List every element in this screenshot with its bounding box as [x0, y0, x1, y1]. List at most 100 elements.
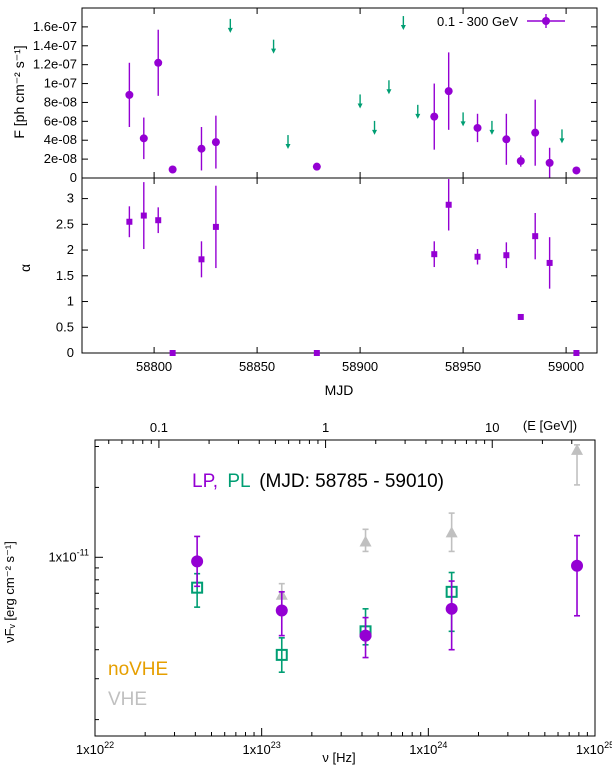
index-point [313, 350, 320, 356]
index-point [517, 313, 524, 320]
flux-point [502, 135, 511, 144]
index-point [198, 256, 205, 263]
sed-top-axis-label: (E [GeV]) [523, 418, 577, 433]
index-x-axis-label: MJD [325, 382, 354, 398]
index-x-tick-label: 58800 [136, 359, 172, 374]
index-y-axis-label: α [17, 264, 33, 272]
index-panel: 00.511.522.53 58800 58850 58900 58950 59000 … [17, 177, 598, 398]
flux-upper-limit-arrow [415, 113, 421, 119]
flux-y-tick-label: 2e-08 [44, 151, 77, 166]
index-point [431, 251, 438, 258]
index-x-tick-label: 58950 [445, 359, 481, 374]
sed-title-pl: PL [227, 471, 250, 492]
sed-x-ticks: 1x1022 1x1023 1x1024 1x1025 [76, 728, 612, 757]
flux-panel: 0 2e-08 4e-08 6e-08 8e-08 1e-07 1.2e-07 1.4e-07… [11, 7, 598, 185]
flux-upper-limit-arrow [285, 144, 291, 150]
index-y-tick-label: 1 [67, 294, 74, 309]
svg-text:LP, PL (MJD: 5: LP, PL (MJD: 58785 - 59010) [192, 471, 444, 492]
flux-y-tick-label: 0 [70, 170, 77, 185]
flux-plot-frame [81, 7, 598, 179]
index-x-tick-label: 58850 [239, 359, 275, 374]
sed-point-lp [275, 604, 288, 617]
flux-point [197, 144, 206, 153]
sed-point-lp [571, 559, 584, 572]
sed-point-lp [445, 602, 458, 615]
sed-y-label-text: νFᵥ [erg cm⁻² s⁻¹] [2, 541, 17, 643]
sed-title-mjd: (MJD: 58785 - 59010) [259, 471, 444, 492]
flux-point [211, 138, 220, 147]
flux-point [430, 112, 439, 121]
index-point [140, 212, 147, 219]
index-x-tick-label: 58900 [342, 359, 378, 374]
index-point [155, 217, 162, 224]
flux-legend-marker [542, 17, 550, 25]
sed-point-vhe [445, 526, 458, 538]
sed-point-lp [191, 555, 204, 568]
sed-x-tick-label: 1x1022 [76, 740, 114, 757]
sed-point-pl [275, 648, 288, 661]
flux-upper-limit-arrow [271, 48, 277, 54]
index-y-tick-label: 0.5 [56, 319, 74, 334]
flux-point [312, 162, 321, 171]
index-y-tick-label: 0 [67, 345, 74, 360]
flux-upper-limit-arrow [357, 103, 363, 109]
sed-point-vhe [571, 443, 584, 455]
sed-x-axis-label: ν [Hz] [322, 750, 355, 765]
legend-vhe: VHE [108, 689, 147, 710]
flux-upper-limit-arrow [400, 25, 406, 31]
sed-top-tick-label: 0.1 [150, 420, 168, 435]
flux-upper-limit-arrow [386, 89, 392, 95]
flux-legend: 0.1 - 300 GeV [437, 14, 565, 29]
flux-data-points [125, 16, 581, 178]
sed-top-tick-label: 10 [485, 420, 499, 435]
flux-y-tick-label: 8e-08 [44, 94, 77, 109]
sed-top-x-ticks: 0.1 1 10 [108, 420, 573, 448]
index-y-tick-label: 2 [67, 242, 74, 257]
sed-data-points [191, 443, 584, 674]
index-point [169, 350, 176, 356]
index-point [474, 253, 481, 260]
flux-point [531, 128, 540, 137]
flux-upper-limit-arrow [372, 129, 378, 135]
index-point [573, 350, 580, 356]
index-point [503, 252, 510, 259]
flux-point [125, 90, 134, 99]
index-point [445, 201, 452, 208]
sed-x-tick-label: 1x1023 [243, 740, 281, 757]
sed-point-vhe [359, 535, 372, 547]
sed-plot-frame [94, 439, 596, 737]
index-y-tick-label: 2.5 [56, 216, 74, 231]
index-plot-frame [81, 177, 598, 354]
flux-point [154, 58, 163, 67]
index-x-ticks: 58800 58850 58900 58950 59000 [136, 178, 584, 374]
flux-y-tick-label: 1.2e-07 [33, 57, 77, 72]
flux-point [572, 166, 581, 175]
flux-y-tick-label: 6e-08 [44, 113, 77, 128]
flux-point [545, 158, 554, 167]
index-y-tick-label: 1.5 [56, 268, 74, 283]
index-y-ticks: 0 0.5 1 1.5 2 2.5 3 [56, 191, 597, 360]
index-data-points [126, 179, 580, 356]
flux-point [168, 165, 177, 174]
sed-point-lp [359, 629, 372, 642]
flux-legend-label: 0.1 - 300 GeV [437, 14, 518, 29]
flux-upper-limit-arrow [460, 121, 466, 127]
sed-x-tick-label: 1x1025 [576, 740, 612, 757]
sed-top-tick-label: 1 [322, 420, 329, 435]
index-x-tick-label: 59000 [548, 359, 584, 374]
index-point [126, 218, 133, 225]
sed-title-lp: LP, [192, 471, 218, 492]
legend-novhe: noVHE [108, 659, 168, 680]
sed-x-tick-label: 1x1024 [409, 740, 447, 757]
sed-y-ticks: 1x10-11 [48, 446, 103, 721]
flux-upper-limit-arrow [489, 129, 495, 135]
sed-y-tick-label: 1x10-11 [48, 547, 89, 564]
flux-upper-limit-arrow [227, 27, 233, 33]
flux-y-ticks: 0 2e-08 4e-08 6e-08 8e-08 1e-07 1.2e-07 1.4e-07… [33, 8, 597, 185]
flux-point [516, 157, 525, 165]
flux-y-tick-label: 1e-07 [44, 76, 77, 91]
flux-point [139, 134, 148, 143]
flux-point [444, 87, 453, 96]
flux-y-tick-label: 1.6e-07 [33, 19, 77, 34]
